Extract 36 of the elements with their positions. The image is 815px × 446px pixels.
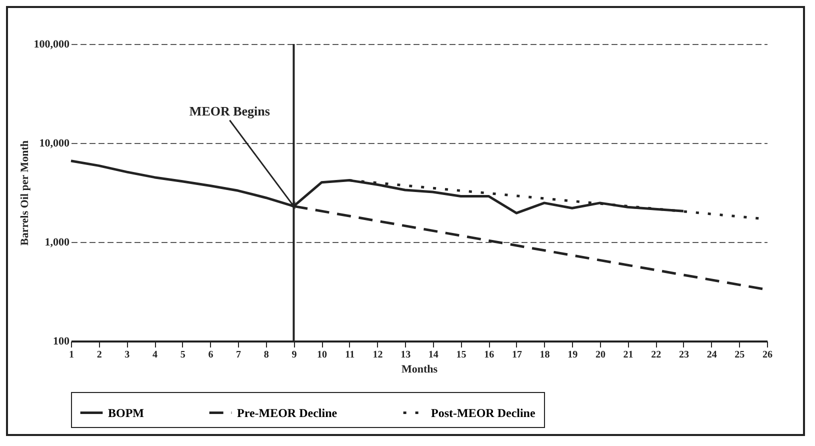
x-tick-label: 14 [428, 350, 438, 360]
legend-label: Post-MEOR Decline [431, 406, 536, 420]
x-tick-label: 13 [400, 350, 411, 360]
y-tick-label: 100 [53, 336, 70, 348]
legend-label: BOPM [108, 406, 144, 420]
x-tick-label: 1 [69, 350, 74, 360]
x-tick-label: 4 [152, 350, 158, 360]
x-tick-label: 23 [678, 350, 689, 360]
x-tick-label: 8 [264, 350, 269, 360]
legend-label: Pre-MEOR Decline [237, 406, 338, 420]
y-tick-label: 1,000 [44, 236, 70, 248]
y-tick-label: 100,000 [34, 38, 70, 50]
x-tick-label: 19 [568, 350, 578, 360]
x-tick-label: 25 [734, 350, 745, 360]
x-tick-label: 12 [372, 350, 383, 360]
x-axis-title: Months [401, 364, 438, 376]
x-tick-label: 6 [208, 350, 214, 360]
x-tick-label: 17 [512, 350, 522, 360]
x-tick-label: 3 [124, 350, 130, 360]
x-tick-label: 22 [651, 350, 662, 360]
x-tick-label: 16 [484, 350, 494, 360]
x-tick-label: 18 [540, 350, 550, 360]
x-tick-label: 20 [595, 350, 606, 360]
x-tick-label: 26 [762, 350, 772, 360]
x-tick-label: 21 [623, 350, 634, 360]
x-tick-label: 7 [236, 350, 242, 360]
x-tick-label: 9 [292, 350, 297, 360]
y-axis-title: Barrels Oil per Month [18, 140, 31, 246]
x-tick-label: 2 [96, 350, 102, 360]
x-tick-label: 15 [456, 350, 466, 360]
x-tick-label: 24 [706, 350, 717, 360]
x-tick-label: 5 [180, 350, 186, 360]
y-tick-label: 10,000 [39, 138, 70, 150]
x-tick-label: 10 [317, 350, 328, 360]
x-tick-label: 11 [345, 350, 355, 360]
annotation: MEOR Begins [189, 104, 270, 119]
